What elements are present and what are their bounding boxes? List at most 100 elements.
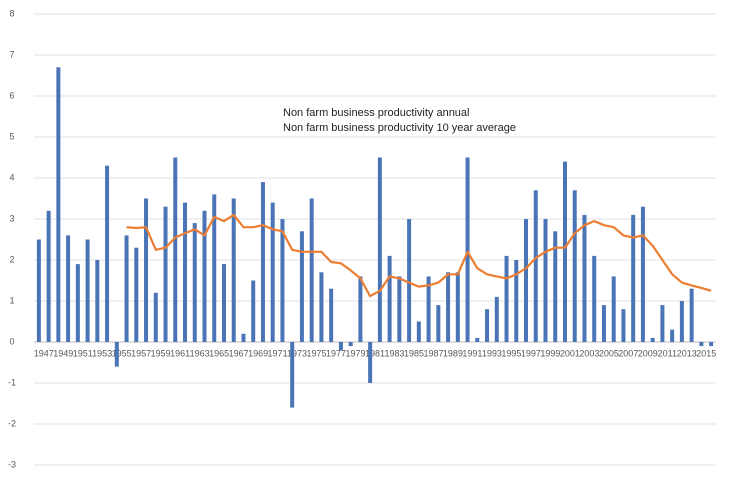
- bar: [183, 202, 188, 342]
- bar: [543, 219, 548, 342]
- x-tick-label: 1953: [92, 348, 112, 358]
- x-tick-label: 2007: [618, 348, 638, 358]
- bar: [650, 337, 655, 342]
- bar: [699, 342, 704, 347]
- bar: [601, 305, 606, 342]
- x-tick-label: 1995: [501, 348, 521, 358]
- y-tick-label: -2: [8, 418, 16, 428]
- bar: [562, 161, 567, 342]
- bar: [231, 198, 236, 342]
- x-tick-label: 1999: [540, 348, 560, 358]
- bar: [533, 190, 538, 342]
- bar: [75, 264, 80, 342]
- line: [126, 213, 712, 298]
- bar: [572, 190, 577, 342]
- x-tick-label: 1985: [404, 348, 424, 358]
- x-tick-label: 1975: [307, 348, 327, 358]
- bar: [202, 210, 207, 342]
- bar: [95, 260, 100, 342]
- bar: [114, 342, 119, 367]
- x-tick-label: 1989: [443, 348, 463, 358]
- y-tick-label: 6: [9, 90, 14, 100]
- bar: [465, 157, 470, 342]
- x-tick-label: 1961: [170, 348, 190, 358]
- bar: [387, 255, 392, 342]
- bar: [173, 157, 178, 342]
- bar: [153, 292, 158, 342]
- x-tick-label: 1987: [423, 348, 443, 358]
- x-tick-label: 1983: [384, 348, 404, 358]
- x-tick-label: 1973: [287, 348, 307, 358]
- bar: [192, 223, 197, 342]
- y-tick-label: 7: [9, 49, 14, 59]
- bar: [134, 247, 139, 342]
- x-tick-label: 1991: [462, 348, 482, 358]
- bar: [212, 194, 217, 342]
- y-tick-label: 3: [9, 213, 14, 223]
- x-tick-label: 2001: [560, 348, 580, 358]
- bar: [260, 182, 265, 342]
- bar: [144, 198, 149, 342]
- bar: [319, 272, 324, 342]
- bar: [660, 305, 665, 342]
- bar: [514, 260, 519, 342]
- x-tick-label: 1951: [73, 348, 93, 358]
- y-tick-label: 0: [9, 336, 14, 346]
- legend-entry: Non farm business productivity 10 year a…: [283, 122, 516, 134]
- bar: [397, 276, 402, 342]
- bar: [426, 276, 431, 342]
- x-tick-label: 1965: [209, 348, 229, 358]
- bar: [280, 219, 285, 342]
- bar: [85, 239, 90, 342]
- bar: [504, 255, 509, 342]
- x-tick-label: 1977: [326, 348, 346, 358]
- x-tick-label: 1979: [345, 348, 365, 358]
- bar: [241, 333, 246, 342]
- x-tick-label: 1993: [482, 348, 502, 358]
- bar: [270, 202, 275, 342]
- y-tick-label: -1: [8, 377, 16, 387]
- y-tick-label: 5: [9, 131, 14, 141]
- x-tick-label: 2011: [658, 348, 677, 358]
- bar: [475, 337, 480, 342]
- bar: [446, 272, 451, 342]
- bar: [36, 239, 41, 342]
- bar: [299, 231, 304, 342]
- bar: [338, 342, 343, 351]
- y-tick-label: 1: [9, 295, 14, 305]
- x-tick-label: 2009: [638, 348, 658, 358]
- bar: [455, 272, 460, 342]
- bar: [494, 296, 499, 342]
- bar: [631, 214, 636, 342]
- bar: [524, 219, 529, 342]
- x-tick-label: 2003: [579, 348, 599, 358]
- bar: [709, 342, 714, 347]
- bar: [689, 288, 694, 342]
- bar: [290, 342, 295, 408]
- bar: [485, 309, 490, 342]
- bar: [377, 157, 382, 342]
- y-tick-label: -3: [8, 459, 16, 469]
- bar: [368, 342, 373, 383]
- bar: [670, 329, 675, 342]
- bar: [358, 276, 363, 342]
- x-tick-label: 1957: [131, 348, 151, 358]
- bar: [553, 231, 558, 342]
- bar: [124, 235, 129, 342]
- bar: [56, 67, 61, 343]
- bar: [611, 276, 616, 342]
- x-tick-label: 2005: [599, 348, 619, 358]
- bar: [582, 214, 587, 342]
- x-tick-label: 1981: [365, 348, 385, 358]
- bar: [163, 206, 168, 342]
- x-tick-label: 2013: [677, 348, 697, 358]
- bar: [592, 255, 597, 342]
- bar: [407, 219, 412, 342]
- bar: [679, 301, 684, 342]
- x-tick-label: 1969: [248, 348, 268, 358]
- x-tick-label: 1997: [521, 348, 541, 358]
- legend-entry: Non farm business productivity annual: [283, 107, 469, 119]
- bar: [640, 206, 645, 342]
- y-tick-label: 2: [9, 254, 14, 264]
